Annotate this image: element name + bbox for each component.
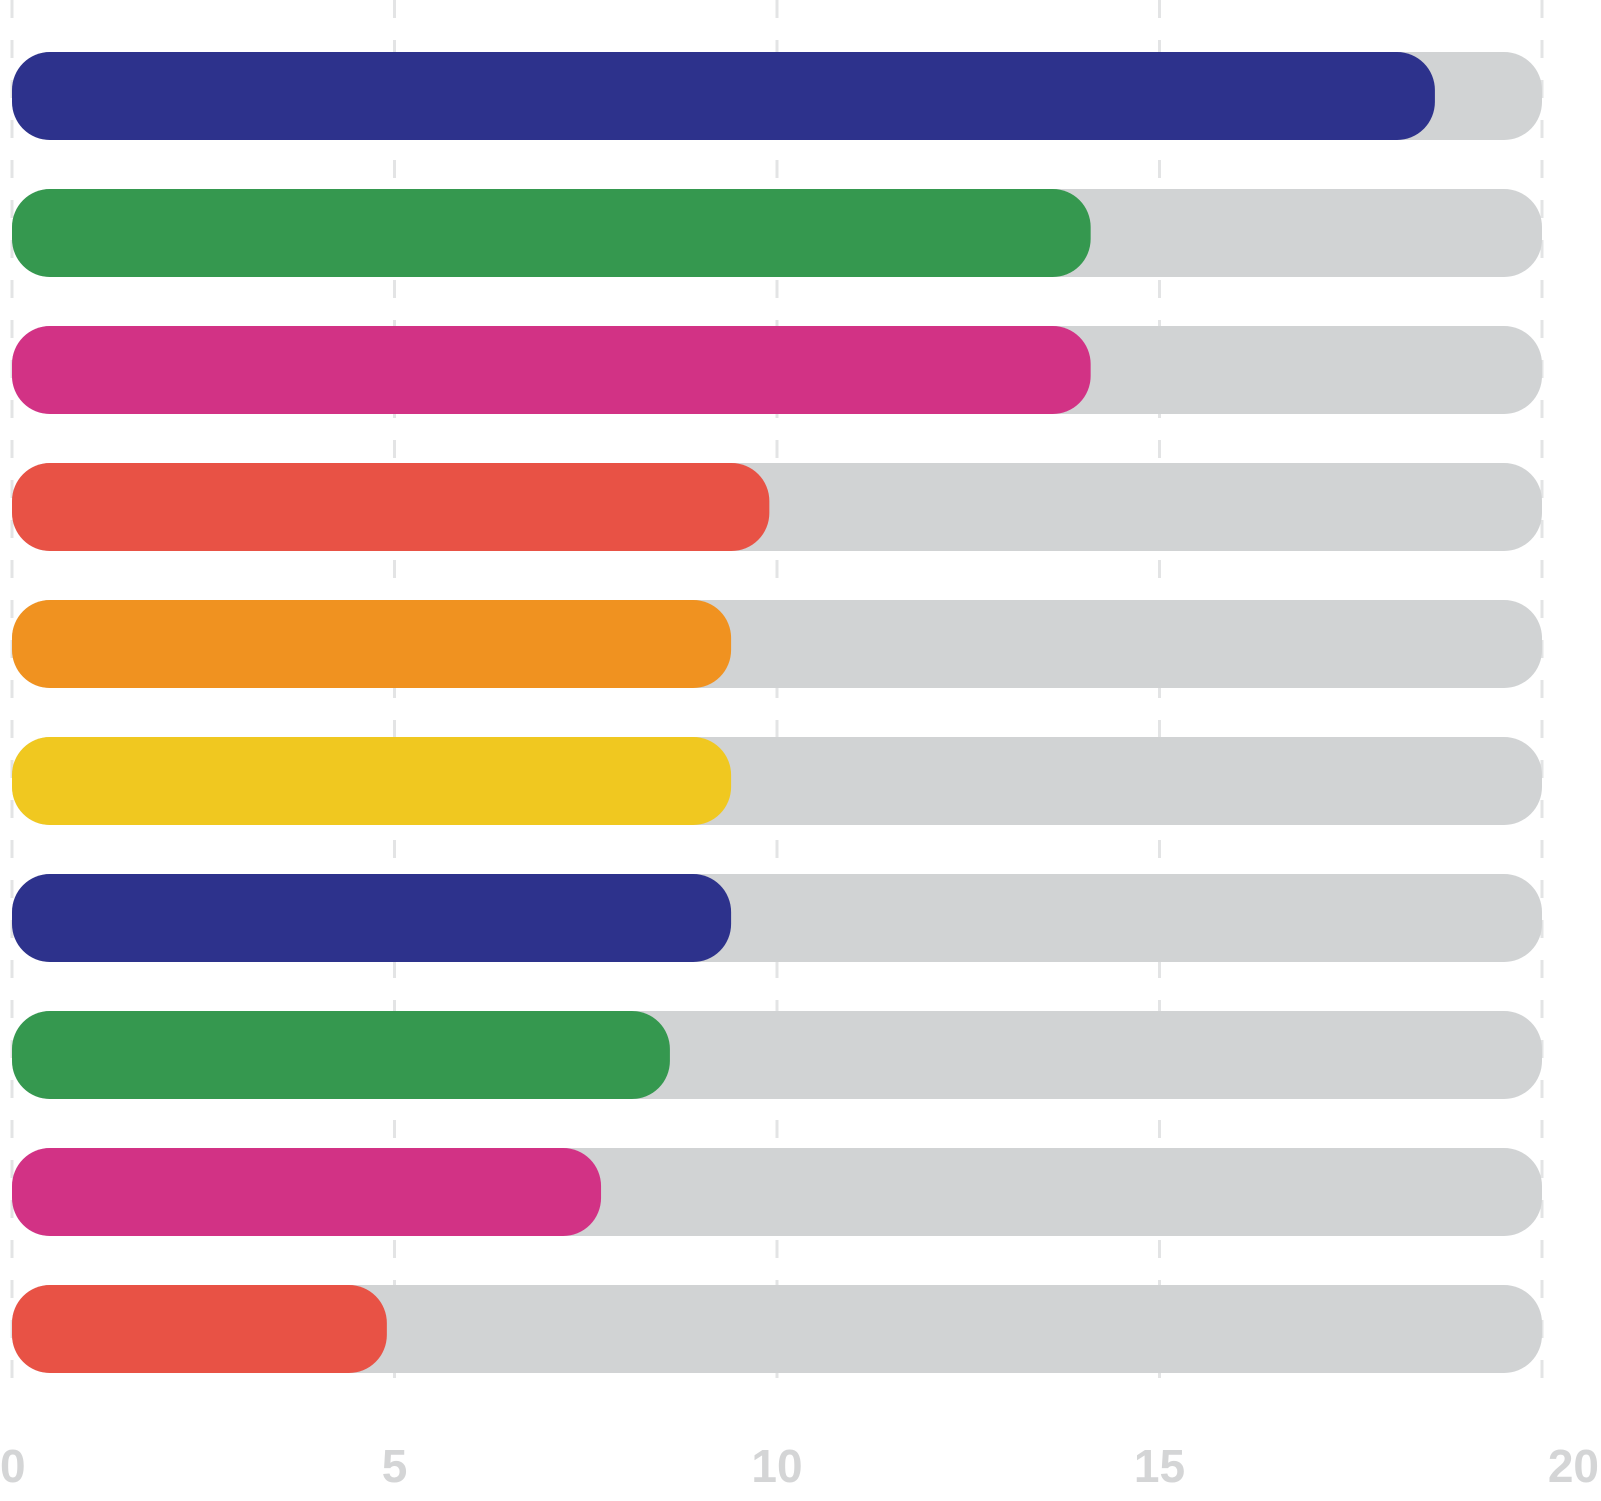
bar (12, 1148, 602, 1236)
bar (12, 874, 732, 962)
x-tick-label: 10 (751, 1440, 802, 1492)
bar (12, 463, 770, 551)
x-axis-tick-labels: 0 5 10 15 20 (0, 1440, 1599, 1492)
x-tick-label: 15 (1134, 1440, 1185, 1492)
bar (12, 52, 1435, 140)
bar (12, 737, 732, 825)
bars (12, 52, 1435, 1373)
bar-track (12, 1285, 1542, 1373)
bar (12, 189, 1091, 277)
bar (12, 1011, 670, 1099)
bar (12, 326, 1091, 414)
x-tick-label: 20 (1548, 1440, 1599, 1492)
bar (12, 600, 732, 688)
x-tick-label: 5 (382, 1440, 408, 1492)
bar (12, 1285, 387, 1373)
x-tick-label: 0 (0, 1440, 26, 1492)
